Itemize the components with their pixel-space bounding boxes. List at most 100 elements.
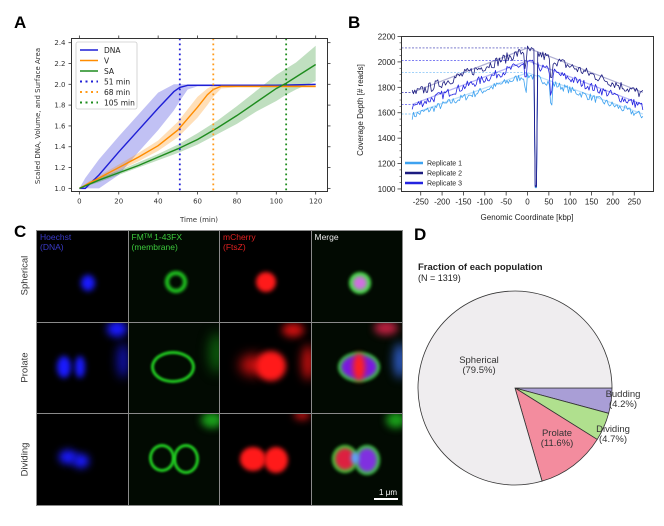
- scale-bar: [374, 497, 398, 500]
- series-replicate-2: [411, 45, 644, 188]
- line-v: [79, 85, 316, 189]
- b-xtick: -150: [455, 198, 472, 207]
- chart-b-ylabel: Coverage Depth [# reads]: [356, 64, 365, 156]
- trend-line: [411, 59, 644, 106]
- cell-body: [373, 322, 398, 335]
- channel-target: (membrane): [131, 241, 178, 252]
- channel-name: Merge: [314, 232, 339, 242]
- legend-label: Replicate 2: [427, 171, 462, 178]
- cell-body: [75, 355, 85, 378]
- cell-body: [73, 454, 89, 469]
- band-dna: [79, 84, 316, 189]
- band-sa: [79, 45, 316, 189]
- legend-label: Replicate 3: [427, 181, 462, 188]
- cell-body: [117, 342, 128, 378]
- legend-label: V: [104, 56, 110, 65]
- a-ytick: 2.2: [54, 60, 65, 68]
- cell-body: [240, 447, 266, 472]
- legend-label: 105 min: [104, 98, 135, 107]
- a-xtick: 60: [193, 198, 202, 206]
- pie-subtitle: (N = 1319): [418, 273, 461, 283]
- b-ytick: 2200: [378, 33, 396, 42]
- pie-slice-spherical: [417, 290, 613, 486]
- micrograph-prolate-membrane: [128, 322, 219, 414]
- b-xtick: 250: [628, 198, 642, 207]
- a-xtick: 120: [309, 198, 322, 206]
- panel-label-c: C: [14, 222, 27, 241]
- pie-label-budding: Budding: [606, 389, 641, 400]
- cell-body: [150, 350, 195, 383]
- b-xtick: -50: [500, 198, 512, 207]
- b-ytick: 1000: [378, 185, 396, 194]
- a-xtick: 20: [114, 198, 123, 206]
- microscopy-grid: Hoechst (DNA) FMᵀᴹ 1-43FX (membrane) mCherry…: [36, 230, 403, 506]
- a-ytick: 1.4: [54, 143, 66, 151]
- row-label-spherical: Spherical: [19, 255, 31, 296]
- a-ytick: 2.0: [54, 81, 65, 89]
- cell-body: [334, 448, 355, 471]
- line-dna: [79, 83, 316, 190]
- micrograph-dividing-merge: 1 μm: [311, 414, 402, 505]
- cell-body: [164, 271, 187, 293]
- a-ytick: 1.6: [54, 122, 66, 130]
- micrograph-dividing-ftsz: [220, 414, 311, 505]
- cell-body: [81, 275, 95, 291]
- channel-label: FMᵀᴹ 1-43FX (membrane): [131, 232, 183, 252]
- channel-target: (DNA): [40, 241, 64, 252]
- micrograph-spherical-ftsz: mCherry (FtsZ): [220, 231, 311, 322]
- channel-label: mCherry (FtsZ): [223, 232, 256, 252]
- b-xtick: -250: [413, 198, 430, 207]
- a-ytick: 2.4: [54, 39, 66, 47]
- pie-label-prolate: Prolate: [542, 428, 572, 439]
- cell-body: [352, 352, 365, 381]
- series-replicate-1: [411, 73, 644, 189]
- b-xtick: 200: [606, 198, 620, 207]
- legend-label: Replicate 1: [427, 161, 462, 168]
- channel-label: Merge: [314, 232, 339, 243]
- scale-bar-label: 1 μm: [379, 487, 397, 497]
- a-ytick: 1.0: [54, 185, 65, 193]
- b-ytick: 1800: [378, 83, 396, 92]
- chart-b-frame: [401, 36, 654, 192]
- row-label-dividing: Dividing: [19, 442, 31, 477]
- channel-target: (FtsZ): [223, 241, 246, 252]
- pie-label-dividing: Dividing: [596, 424, 630, 435]
- channel-name: Hoechst: [40, 232, 72, 242]
- channel-name: FMᵀᴹ 1-43FX: [131, 232, 183, 242]
- band-v: [79, 85, 316, 189]
- b-xtick: 50: [544, 198, 553, 207]
- panel-label-a: A: [14, 13, 27, 32]
- b-ytick: 1400: [378, 134, 396, 143]
- cell-body: [352, 276, 367, 290]
- cell-body: [107, 322, 127, 337]
- legend-label: SA: [104, 67, 115, 76]
- b-xtick: -200: [434, 198, 451, 207]
- a-ytick: 1.2: [54, 164, 65, 172]
- micrograph-spherical-dna: Hoechst (DNA): [37, 231, 128, 322]
- cell-body: [356, 448, 377, 473]
- b-ytick: 1200: [378, 160, 396, 169]
- trend-line: [411, 47, 644, 93]
- line-sa: [79, 63, 317, 190]
- series-replicate-3: [411, 59, 644, 187]
- a-ytick: 1.8: [54, 102, 65, 110]
- b-ytick: 2000: [378, 58, 396, 67]
- a-xtick: 80: [232, 198, 241, 206]
- pie-label-spherical: Spherical: [459, 355, 499, 366]
- chart-a-ylabel: Scaled DNA, Volume, and Surface Area: [34, 48, 42, 184]
- pie-pct-prolate: (11.6%): [541, 438, 574, 449]
- channel-name: mCherry: [223, 232, 256, 242]
- cell-body: [148, 444, 175, 473]
- micrograph-prolate-dna: [37, 322, 128, 414]
- micrograph-spherical-merge: Merge: [311, 231, 402, 322]
- cell-body: [59, 450, 77, 465]
- cell-body: [385, 414, 402, 429]
- pie-pct-budding: (4.2%): [609, 399, 637, 410]
- legend-box: [75, 41, 138, 110]
- cell-body: [302, 344, 311, 380]
- micrograph-dividing-dna: [37, 414, 128, 505]
- b-ytick: 1600: [378, 109, 396, 118]
- micrograph-spherical-membrane: FMᵀᴹ 1-43FX (membrane): [128, 231, 219, 322]
- pie-pct-dividing: (4.7%): [599, 434, 627, 445]
- cell-body: [282, 322, 304, 337]
